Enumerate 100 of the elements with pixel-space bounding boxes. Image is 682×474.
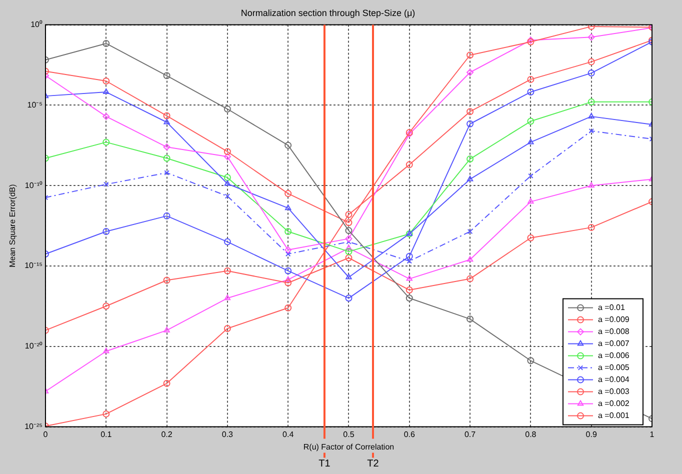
- legend-label: a =0.004: [598, 375, 630, 384]
- point: [164, 170, 170, 176]
- point: [284, 246, 292, 254]
- point: [103, 88, 110, 94]
- point: [284, 304, 292, 312]
- point: [224, 194, 230, 199]
- point: [406, 275, 412, 281]
- point: [224, 267, 231, 274]
- point: [346, 244, 352, 250]
- x-tick-label: 0.8: [525, 430, 537, 439]
- chart-title: Normalization section through Step-Size (μ): [240, 8, 416, 18]
- point: [406, 258, 412, 264]
- point: [224, 324, 231, 332]
- point: [224, 174, 231, 181]
- point: [345, 227, 352, 234]
- point: [467, 228, 473, 234]
- point: [284, 228, 292, 235]
- point: [527, 76, 534, 83]
- point: [466, 108, 474, 116]
- ref-line-label: T2: [367, 458, 380, 470]
- legend-label: a =0.006: [598, 351, 630, 360]
- point: [406, 252, 413, 260]
- point: [284, 204, 292, 210]
- point: [345, 294, 352, 302]
- legend-label: a =0.003: [598, 387, 630, 396]
- x-tick-label: 0.2: [161, 430, 173, 439]
- point: [285, 251, 291, 257]
- point: [224, 106, 231, 113]
- point: [224, 148, 231, 156]
- point: [102, 112, 110, 120]
- point: [164, 118, 170, 124]
- point: [284, 190, 292, 198]
- ref-line-label: T1: [318, 458, 331, 470]
- x-tick-label: 0: [43, 430, 48, 439]
- point: [163, 72, 170, 80]
- point: [102, 40, 110, 47]
- point: [284, 276, 292, 282]
- x-tick-label: 0.4: [282, 430, 294, 439]
- point: [528, 173, 534, 179]
- point: [163, 380, 170, 387]
- point: [163, 276, 170, 284]
- point: [104, 182, 109, 187]
- point: [588, 34, 595, 41]
- point: [345, 248, 352, 256]
- point: [284, 279, 292, 286]
- y-tick-label: 10⁻⁵: [27, 100, 42, 110]
- point: [163, 112, 170, 120]
- x-tick-label: 1: [650, 430, 655, 439]
- point: [345, 235, 352, 242]
- point: [527, 234, 534, 242]
- point: [163, 144, 170, 151]
- point: [345, 254, 352, 262]
- point: [102, 302, 110, 310]
- x-axis-title: R(u) Factor of Correlation: [303, 442, 394, 452]
- point: [528, 138, 534, 144]
- point: [102, 138, 110, 146]
- point: [588, 58, 595, 66]
- point: [588, 182, 594, 188]
- point: [164, 326, 170, 332]
- point: [224, 180, 231, 186]
- point: [466, 120, 474, 128]
- point: [528, 198, 534, 204]
- point: [588, 24, 595, 30]
- point: [346, 274, 352, 280]
- x-tick-label: 0.3: [222, 430, 234, 439]
- y-axis-title: Mean Square Error(dB): [8, 184, 18, 268]
- x-tick-label: 0.7: [464, 430, 476, 439]
- legend-label: a =0.008: [598, 327, 630, 336]
- point: [466, 316, 474, 323]
- point: [466, 68, 474, 76]
- point: [224, 238, 231, 246]
- y-tick-label: 10⁻²⁰: [24, 342, 42, 351]
- point: [102, 410, 110, 418]
- point: [466, 275, 474, 282]
- point: [466, 52, 474, 59]
- point: [163, 212, 170, 220]
- legend-label: a =0.01: [598, 303, 626, 312]
- point: [103, 348, 110, 354]
- x-tick-label: 0.9: [586, 430, 598, 439]
- x-tick-label: 0.1: [100, 430, 112, 439]
- point: [588, 224, 595, 231]
- point: [588, 98, 595, 106]
- point: [284, 267, 292, 274]
- y-tick-label: 10⁰: [30, 20, 42, 30]
- point: [163, 154, 170, 162]
- y-tick-label: 10⁻¹⁵: [24, 261, 42, 270]
- legend-label: a =0.007: [598, 339, 630, 348]
- legend-label: a =0.005: [598, 363, 630, 372]
- x-tick-label: 0.5: [343, 430, 355, 439]
- point: [466, 176, 474, 182]
- point: [284, 142, 292, 149]
- point: [588, 70, 595, 77]
- point: [102, 77, 110, 84]
- legend-label: a =0.001: [598, 411, 630, 420]
- point: [224, 153, 231, 160]
- y-tick-label: 10⁻¹⁰: [24, 180, 42, 190]
- legend-label: a =0.002: [598, 399, 630, 408]
- point: [527, 118, 534, 125]
- point: [466, 256, 474, 262]
- point: [527, 357, 534, 364]
